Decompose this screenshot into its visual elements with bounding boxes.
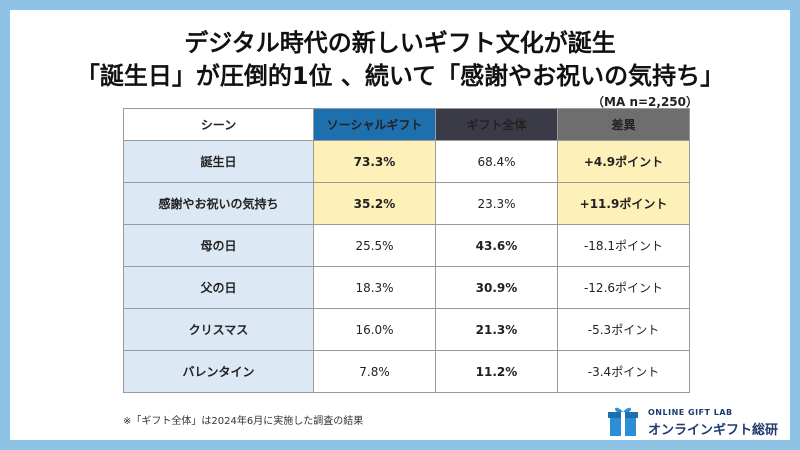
diff-value: +11.9ポイント xyxy=(557,182,690,225)
diff-value: +4.9ポイント xyxy=(557,140,690,183)
all-value: 43.6% xyxy=(435,224,558,267)
logo-title: オンラインギフト総研 xyxy=(648,423,779,438)
social-value: 18.3% xyxy=(313,266,436,309)
social-value: 35.2% xyxy=(313,182,436,225)
scene-cell: バレンタイン xyxy=(123,350,314,393)
brand-logo: ONLINE GIFT LAB オンラインギフト総研 xyxy=(606,402,796,440)
diff-value: -18.1ポイント xyxy=(557,224,690,267)
title-line-1: デジタル時代の新しいギフト文化が誕生 xyxy=(184,29,616,57)
social-value: 25.5% xyxy=(313,224,436,267)
diff-value: -3.4ポイント xyxy=(557,350,690,393)
scene-cell: 誕生日 xyxy=(123,140,314,183)
all-value: 30.9% xyxy=(435,266,558,309)
sample-size: （MA n=2,250） xyxy=(592,95,698,109)
table-row: 父の日 18.3% 30.9% -12.6ポイント xyxy=(123,266,690,309)
header-difference: 差異 xyxy=(557,108,690,141)
gift-box-icon xyxy=(608,407,638,436)
table-row: クリスマス 16.0% 21.3% -5.3ポイント xyxy=(123,308,690,351)
all-value: 11.2% xyxy=(435,350,558,393)
header-all-gift: ギフト全体 xyxy=(435,108,558,141)
all-value: 68.4% xyxy=(435,140,558,183)
all-value: 21.3% xyxy=(435,308,558,351)
table-row: 感謝やお祝いの気持ち 35.2% 23.3% +11.9ポイント xyxy=(123,182,690,225)
scene-cell: 父の日 xyxy=(123,266,314,309)
social-value: 7.8% xyxy=(313,350,436,393)
table-header-row: シーン ソーシャルギフト ギフト全体 差異 xyxy=(123,108,690,141)
social-value: 73.3% xyxy=(313,140,436,183)
scene-cell: 感謝やお祝いの気持ち xyxy=(123,182,314,225)
table-row: 誕生日 73.3% 68.4% +4.9ポイント xyxy=(123,140,690,183)
scene-cell: 母の日 xyxy=(123,224,314,267)
logo-subtitle: ONLINE GIFT LAB xyxy=(648,408,733,417)
social-value: 16.0% xyxy=(313,308,436,351)
footnote: ※「ギフト全体」は2024年6月に実施した調査の結果 xyxy=(123,416,364,427)
diff-value: -12.6ポイント xyxy=(557,266,690,309)
table-row: 母の日 25.5% 43.6% -18.1ポイント xyxy=(123,224,690,267)
comparison-table: シーン ソーシャルギフト ギフト全体 差異 誕生日 73.3% 68.4% +4… xyxy=(123,108,690,393)
table-row: バレンタイン 7.8% 11.2% -3.4ポイント xyxy=(123,350,690,393)
title-line-2: 「誕生日」が圧倒的1位 、続いて「感謝やお祝いの気持ち」 xyxy=(75,62,725,90)
diff-value: -5.3ポイント xyxy=(557,308,690,351)
header-scene: シーン xyxy=(123,108,314,141)
slide: デジタル時代の新しいギフト文化が誕生 「誕生日」が圧倒的1位 、続いて「感謝やお… xyxy=(10,10,790,440)
all-value: 23.3% xyxy=(435,182,558,225)
scene-cell: クリスマス xyxy=(123,308,314,351)
header-social-gift: ソーシャルギフト xyxy=(313,108,436,141)
